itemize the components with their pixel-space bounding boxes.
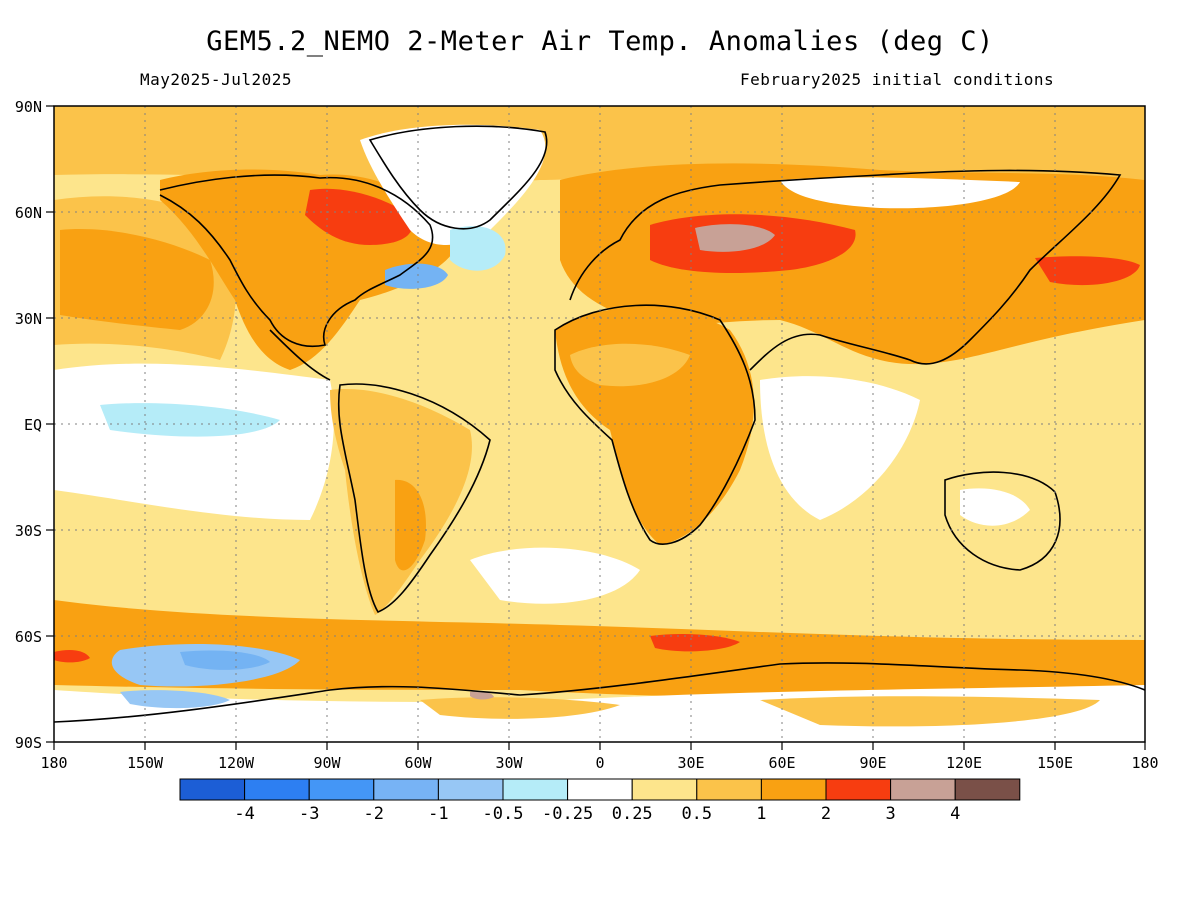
colorbar-swatch-10 [825,778,892,801]
north-pacific-orange [60,229,214,330]
lon-label-150e: 150E [1037,754,1073,772]
australia-neutral [960,488,1030,526]
atlantic-cold-blob [385,263,448,289]
sahara-light [570,343,690,387]
lon-label-60e: 60E [768,754,795,772]
colorbar-label-10: 3 [885,804,895,824]
colorbar-swatch-1 [244,778,310,801]
pacific-cool-south [120,690,230,709]
colorbar-swatch-4 [437,778,504,801]
colorbar-label-9: 2 [821,804,831,824]
lon-label-60w: 60W [404,754,432,772]
antarctica-warm-west [420,697,620,719]
tropical-pacific-neutral [54,363,334,520]
canada-red-patch [305,188,413,245]
south-atlantic-neutral [470,547,640,604]
colorbar-label-0: -4 [234,804,254,824]
colorbar-swatch-6 [567,778,633,801]
coast-antarctica [54,662,1145,723]
southern-ocean-red-1 [650,634,740,652]
colorbar-swatch-0 [179,778,246,801]
subtitle-period: May2025-Jul2025 [140,70,292,89]
coast-asia [749,169,1122,371]
antarctic-peninsula-peak [470,691,494,700]
lon-label-180w: 180 [40,754,67,772]
colorbar-swatch-5 [502,778,569,801]
labrador-cool [450,226,506,271]
colorbar-label-2: -2 [364,804,384,824]
coastlines [54,125,1145,723]
pacific-cool-core [180,650,270,670]
lon-label-90w: 90W [313,754,341,772]
lat-label-60n: 60N [15,204,42,222]
colorbar-label-7: 0.5 [681,804,712,824]
colorbar-swatch-9 [760,778,827,801]
lon-label-120e: 120E [946,754,982,772]
coast-north-america [159,174,434,347]
lon-label-150w: 150W [127,754,164,772]
grid-lines [54,106,1145,742]
lat-label-eq: EQ [24,416,42,434]
coast-europe [569,174,881,301]
southern-ocean-red-2 [54,650,90,663]
coast-south-america [337,383,491,614]
coast-greenland [368,125,548,230]
lon-label-30w: 30W [495,754,523,772]
indian-ocean-neutral [760,376,920,520]
lat-label-90n: 90N [15,98,42,116]
colorbar-label-5: -0.25 [542,804,593,824]
colorbar-swatch-12 [954,778,1021,801]
colorbar-label-11: 4 [950,804,960,824]
colorbar-swatch-2 [308,778,375,801]
colorbar-label-6: 0.25 [612,804,653,824]
colorbar-swatch-11 [890,778,956,801]
coast-africa [554,304,756,545]
axis-ticks [46,105,1146,750]
lon-label-30e: 30E [677,754,704,772]
lon-label-180e: 180 [1131,754,1158,772]
colorbar-swatch-8 [696,778,762,801]
coast-central-america [269,329,331,381]
lon-label-0: 0 [595,754,604,772]
colorbar-swatch-7 [631,778,698,801]
colorbar-label-1: -3 [299,804,319,824]
central-asia-peak [695,224,775,252]
lat-label-30s: 30S [15,522,42,540]
page-title: GEM5.2_NEMO 2-Meter Air Temp. Anomalies … [206,26,994,57]
lat-label-90s: 90S [15,734,42,752]
east-asia-hotspot [1035,256,1140,286]
subtitle-initial-conditions: February2025 initial conditions [740,70,1055,89]
lon-label-90e: 90E [859,754,886,772]
antarctica-warm-east [760,696,1100,727]
lat-label-60s: 60S [15,628,42,646]
lon-label-120w: 120W [218,754,255,772]
colorbar-label-4: -0.5 [483,804,524,824]
greenland [360,124,546,245]
colorbar-swatch-3 [373,778,439,801]
colorbar [179,778,1021,801]
colorbar-label-3: -1 [428,804,448,824]
colorbar-label-8: 1 [756,804,766,824]
lat-label-30n: 30N [15,310,42,328]
siberia-light [780,177,1020,209]
